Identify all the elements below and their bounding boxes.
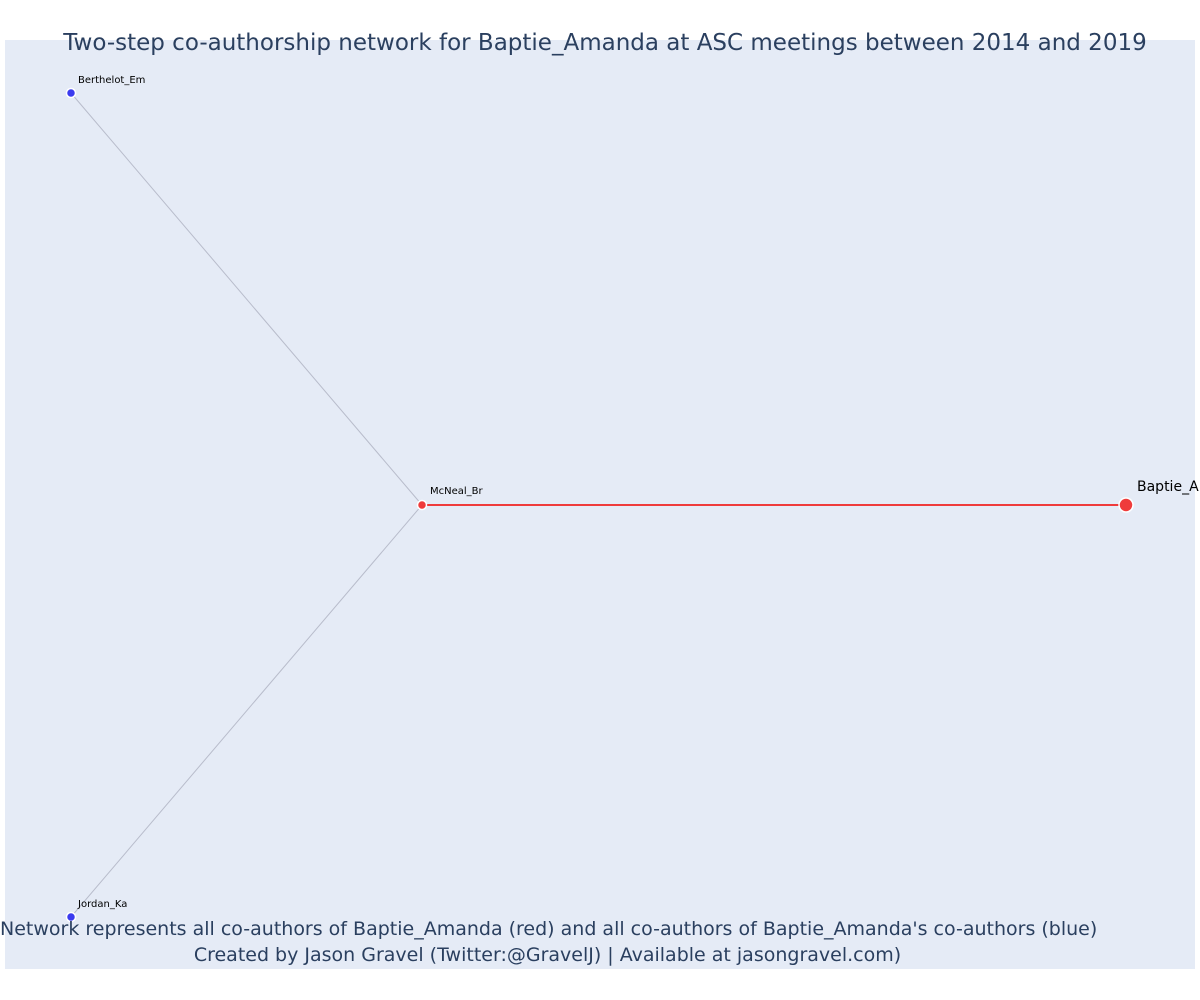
node-label-berthelot_em: Berthelot_Em: [78, 75, 145, 86]
node-label-mcneal_br: McNeal_Br: [430, 486, 484, 497]
node-berthelot_em[interactable]: [65, 87, 77, 99]
chart-title: Two-step co-authorship network for Bapti…: [63, 30, 1147, 56]
node-mcneal_br[interactable]: [416, 499, 428, 511]
edges-layer: [70, 92, 1126, 918]
node-jordan_ka[interactable]: [65, 911, 77, 923]
edge-mcneal_br-berthelot_em: [70, 92, 423, 506]
node-baptie_a[interactable]: [1118, 497, 1134, 513]
nodes-layer: [65, 87, 1134, 923]
caption-line-1: Network represents all co-authors of Bap…: [0, 918, 1098, 940]
caption-line-2: Created by Jason Gravel (Twitter:@Gravel…: [193, 944, 902, 966]
node-label-jordan_ka: Jordan_Ka: [77, 899, 127, 910]
edge-mcneal_br-jordan_ka: [70, 504, 423, 918]
node-label-baptie_a: Baptie_A: [1137, 479, 1199, 495]
labels-layer: Baptie_A McNeal_Br Berthelot_Em Jordan_Ka: [77, 75, 1199, 910]
